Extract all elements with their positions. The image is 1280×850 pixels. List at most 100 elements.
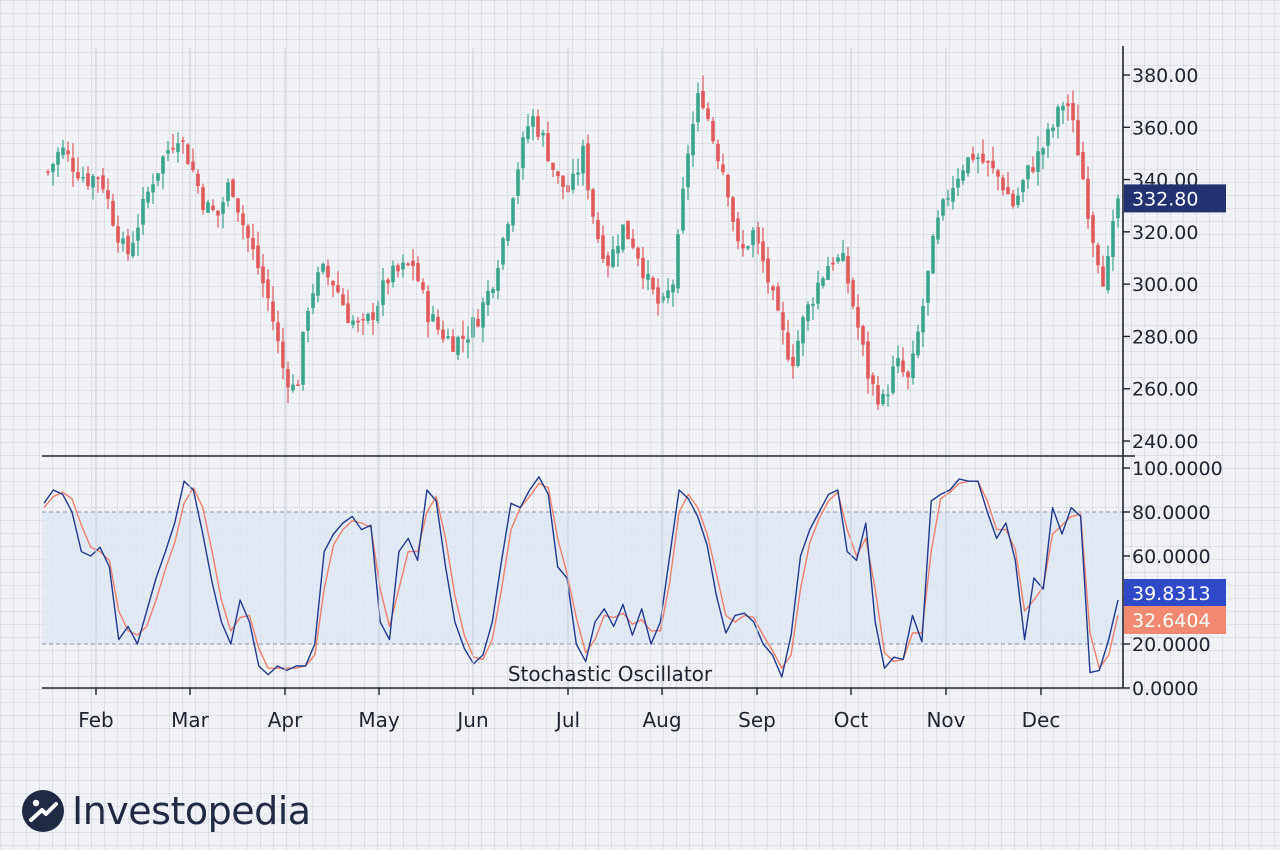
candle-body bbox=[536, 116, 540, 137]
candle-body bbox=[776, 286, 780, 311]
month-label: Oct bbox=[834, 708, 869, 732]
labels-layer: 240.00260.00280.00300.00320.00340.00360.… bbox=[78, 65, 1226, 732]
last-price-badge-text: 332.80 bbox=[1132, 188, 1198, 210]
candle-body bbox=[86, 173, 90, 187]
candle-body bbox=[976, 157, 980, 159]
candle-body bbox=[296, 384, 300, 387]
candle-body bbox=[586, 143, 590, 191]
price-tick-label: 380.00 bbox=[1132, 65, 1198, 87]
candle-body bbox=[231, 179, 235, 197]
candle-body bbox=[611, 249, 615, 267]
candle-body bbox=[131, 242, 135, 257]
candle-body bbox=[451, 336, 455, 352]
candle-body bbox=[226, 182, 230, 202]
candle-body bbox=[286, 369, 290, 388]
candle-body bbox=[1111, 220, 1115, 257]
candle-body bbox=[426, 291, 430, 323]
candle-body bbox=[601, 235, 605, 259]
candle-body bbox=[46, 171, 50, 173]
candle-body bbox=[416, 263, 420, 281]
candle-body bbox=[901, 360, 905, 373]
candle-body bbox=[236, 198, 240, 213]
candle-body bbox=[751, 230, 755, 246]
candle-body bbox=[496, 268, 500, 291]
candle-body bbox=[81, 177, 85, 179]
candle-body bbox=[801, 317, 805, 344]
candle-body bbox=[456, 336, 460, 356]
candle-body bbox=[656, 287, 660, 304]
candle-body bbox=[391, 265, 395, 283]
candle-body bbox=[996, 170, 1000, 177]
candle-body bbox=[241, 213, 245, 226]
candle-body bbox=[961, 170, 965, 181]
candle-body bbox=[621, 224, 625, 250]
candle-body bbox=[991, 160, 995, 169]
candle-body bbox=[431, 314, 435, 322]
candle-body bbox=[746, 246, 750, 249]
candlestick-layer bbox=[46, 75, 1120, 410]
candle-body bbox=[1041, 148, 1045, 155]
candle-body bbox=[1096, 244, 1100, 266]
percent-d-badge: 32.6404 bbox=[1124, 606, 1226, 634]
candle-body bbox=[716, 143, 720, 162]
candle-body bbox=[616, 245, 620, 254]
candle-body bbox=[866, 341, 870, 379]
oscillator-tick-label: 20.0000 bbox=[1132, 634, 1211, 656]
month-label: Nov bbox=[926, 708, 965, 732]
candle-body bbox=[396, 265, 400, 272]
percent-k-line bbox=[43, 476, 1119, 678]
candle-body bbox=[736, 218, 740, 242]
candle-body bbox=[171, 147, 175, 150]
last-price-badge: 332.80 bbox=[1124, 184, 1226, 213]
candle-body bbox=[361, 319, 365, 321]
candle-body bbox=[556, 171, 560, 176]
candle-body bbox=[51, 163, 55, 172]
candle-body bbox=[531, 116, 535, 127]
candle-body bbox=[641, 258, 645, 279]
candle-body bbox=[696, 93, 700, 123]
candle-body bbox=[71, 157, 75, 172]
investopedia-logo-icon bbox=[22, 790, 64, 832]
candle-body bbox=[1011, 193, 1015, 207]
candle-body bbox=[141, 198, 145, 225]
candle-body bbox=[1076, 120, 1080, 156]
candle-body bbox=[761, 241, 765, 262]
candle-body bbox=[941, 199, 945, 216]
candle-body bbox=[371, 312, 375, 320]
percent-d-badge-text: 32.6404 bbox=[1132, 610, 1211, 632]
candle-body bbox=[861, 326, 865, 345]
candle-body bbox=[1001, 177, 1005, 191]
candle-body bbox=[871, 375, 875, 384]
candle-body bbox=[176, 143, 180, 152]
candle-body bbox=[926, 270, 930, 303]
candle-body bbox=[91, 176, 95, 188]
candle-body bbox=[376, 305, 380, 322]
candle-body bbox=[421, 282, 425, 290]
candle-body bbox=[1086, 178, 1090, 219]
candle-body bbox=[406, 263, 410, 266]
candle-body bbox=[1071, 103, 1075, 121]
candle-body bbox=[1031, 167, 1035, 172]
candle-body bbox=[791, 356, 795, 367]
candle-body bbox=[1046, 129, 1050, 146]
investopedia-logo: Investopedia bbox=[22, 786, 311, 836]
candle-body bbox=[1016, 195, 1020, 206]
candle-body bbox=[101, 175, 105, 190]
price-tick-label: 280.00 bbox=[1132, 326, 1198, 348]
candle-body bbox=[306, 311, 310, 331]
candle-body bbox=[951, 187, 955, 202]
candle-body bbox=[946, 198, 950, 200]
candle-body bbox=[466, 339, 470, 343]
candle-body bbox=[331, 281, 335, 286]
candle-body bbox=[811, 303, 815, 306]
candle-body bbox=[346, 303, 350, 324]
candle-body bbox=[666, 290, 670, 298]
candle-body bbox=[826, 265, 830, 281]
candle-body bbox=[596, 219, 600, 240]
candle-body bbox=[891, 366, 895, 393]
candle-body bbox=[571, 173, 575, 190]
candle-body bbox=[261, 266, 265, 284]
candle-body bbox=[881, 394, 885, 404]
oscillator-lines-layer bbox=[43, 476, 1119, 678]
